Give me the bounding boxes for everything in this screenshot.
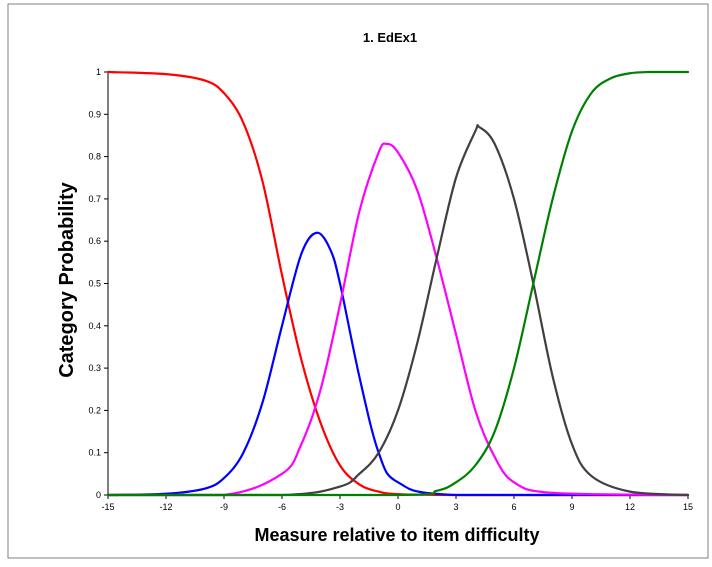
- x-tick-label: 12: [625, 502, 635, 512]
- x-tick-label: 3: [453, 502, 458, 512]
- y-tick-label: 0.1: [88, 448, 101, 458]
- y-tick-label: 0.2: [88, 405, 101, 415]
- x-tick-label: 0: [395, 502, 400, 512]
- y-tick-label: 1: [96, 67, 101, 77]
- chart-title: 1. EdEx1: [363, 30, 417, 45]
- category-curve-3: [106, 142, 690, 497]
- x-tick-label: -9: [220, 502, 228, 512]
- x-tick-label: 6: [511, 502, 516, 512]
- category-curve-5: [106, 70, 690, 497]
- y-tick-label: 0.8: [88, 152, 101, 162]
- x-tick-label: 9: [569, 502, 574, 512]
- y-tick-label: 0.5: [88, 279, 101, 289]
- category-curve-4: [106, 124, 690, 497]
- x-axis-label: Measure relative to item difficulty: [254, 525, 539, 545]
- x-tick-label: 15: [683, 502, 693, 512]
- y-tick-label: 0.9: [88, 109, 101, 119]
- x-tick-label: -3: [336, 502, 344, 512]
- x-tick-label: -12: [159, 502, 172, 512]
- y-axis-label: Category Probability: [56, 181, 78, 377]
- x-tick-label: -6: [278, 502, 286, 512]
- y-tick-label: 0.7: [88, 194, 101, 204]
- y-tick-label: 0.6: [88, 236, 101, 246]
- y-tick-label: 0.3: [88, 363, 101, 373]
- y-tick-label: 0.4: [88, 321, 101, 331]
- series-layer: [106, 70, 690, 497]
- category-curve-2: [106, 231, 690, 497]
- y-tick-label: 0: [96, 490, 101, 500]
- chart-background: [7, 3, 709, 559]
- x-tick-label: -15: [101, 502, 114, 512]
